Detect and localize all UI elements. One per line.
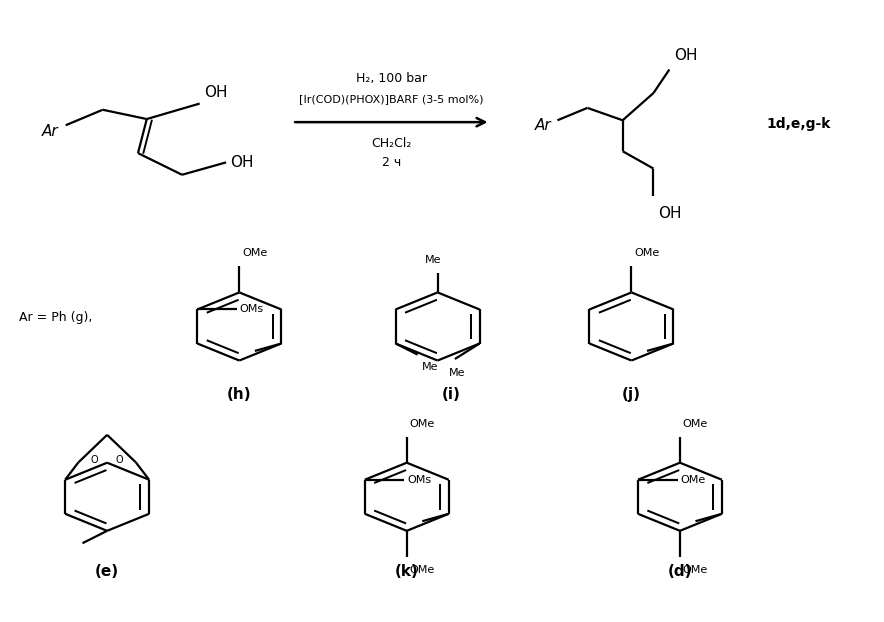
Text: (k): (k)	[395, 564, 419, 578]
Text: OH: OH	[231, 155, 254, 170]
Text: Me: Me	[449, 368, 466, 378]
Text: Ar: Ar	[42, 124, 58, 139]
Text: 2 ч: 2 ч	[382, 156, 401, 169]
Text: Ar: Ar	[535, 118, 552, 132]
Text: (e): (e)	[95, 564, 119, 578]
Text: OH: OH	[204, 85, 227, 101]
Text: OMs: OMs	[240, 304, 263, 315]
Text: OMe: OMe	[409, 419, 435, 429]
Text: Me: Me	[425, 255, 441, 265]
Text: (h): (h)	[227, 387, 252, 402]
Text: (d): (d)	[667, 564, 692, 578]
Text: H₂, 100 bar: H₂, 100 bar	[356, 72, 427, 85]
Text: 1d,e,g-k: 1d,e,g-k	[766, 117, 831, 131]
Text: OH: OH	[658, 206, 682, 221]
Text: Me: Me	[422, 362, 438, 372]
Text: OMe: OMe	[682, 419, 708, 429]
Text: [Ir(COD)(PHOX)]BARF (3-5 mol%): [Ir(COD)(PHOX)]BARF (3-5 mol%)	[299, 93, 484, 104]
Text: CH₂Cl₂: CH₂Cl₂	[371, 137, 412, 151]
Text: OMe: OMe	[681, 475, 705, 485]
Text: OMe: OMe	[409, 565, 435, 575]
Text: OMs: OMs	[407, 475, 431, 485]
Text: (j): (j)	[622, 387, 641, 402]
Text: Ar = Ph (g),: Ar = Ph (g),	[19, 311, 93, 323]
Text: O: O	[116, 455, 124, 465]
Text: OMe: OMe	[682, 565, 708, 575]
Text: OH: OH	[674, 49, 697, 63]
Text: (i): (i)	[441, 387, 461, 402]
Text: OMe: OMe	[242, 248, 267, 258]
Text: OMe: OMe	[634, 248, 659, 258]
Text: O: O	[91, 455, 98, 465]
